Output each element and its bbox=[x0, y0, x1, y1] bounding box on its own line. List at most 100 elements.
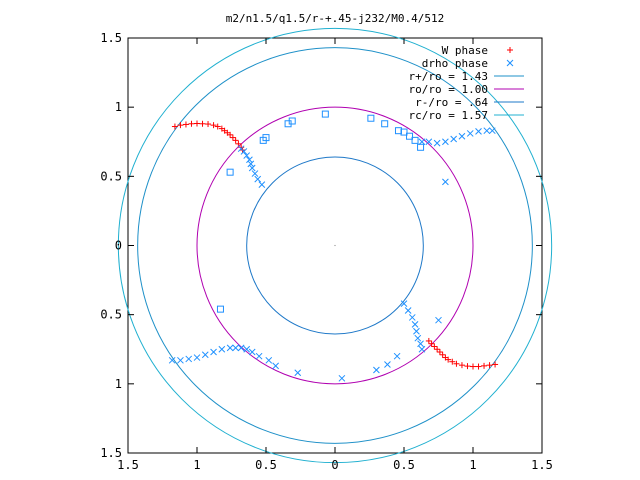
point-1-3 bbox=[246, 156, 253, 164]
point-2-0 bbox=[226, 168, 234, 176]
point-1-40 bbox=[400, 300, 408, 307]
legend-label-0: W phase bbox=[442, 44, 488, 57]
point-0-4 bbox=[194, 120, 200, 127]
legend-symbol-1 bbox=[506, 59, 514, 67]
point-1-27 bbox=[226, 344, 234, 352]
point-1-11 bbox=[433, 139, 441, 147]
point-1-8 bbox=[258, 181, 266, 188]
point-2-7 bbox=[381, 120, 389, 128]
point-0-28 bbox=[442, 354, 449, 361]
y-tick-label-5: 1 bbox=[115, 377, 122, 391]
point-0-3 bbox=[188, 120, 195, 127]
point-1-47 bbox=[418, 345, 426, 353]
chart-title: m2/n1.5/q1.5/r-+.45-j232/M0.4/512 bbox=[226, 12, 445, 25]
point-1-44 bbox=[413, 327, 420, 335]
x-tick-label-3: 0 bbox=[331, 458, 338, 472]
point-1-28 bbox=[232, 344, 239, 352]
point-1-41 bbox=[404, 307, 412, 314]
point-1-30 bbox=[243, 345, 251, 353]
point-1-33 bbox=[265, 356, 273, 364]
point-0-5 bbox=[199, 120, 206, 127]
point-2-5 bbox=[321, 110, 329, 118]
point-1-26 bbox=[218, 345, 226, 353]
point-0-1 bbox=[177, 122, 184, 129]
y-tick-label-6: 1.5 bbox=[100, 446, 122, 460]
point-1-20 bbox=[168, 356, 176, 364]
x-tick-label-6: 1.5 bbox=[531, 458, 553, 472]
data-points bbox=[168, 110, 499, 382]
x-tick-label-5: 1 bbox=[469, 458, 476, 472]
point-1-31 bbox=[248, 348, 256, 356]
point-1-38 bbox=[384, 361, 391, 368]
point-1-39 bbox=[393, 352, 401, 360]
point-0-29 bbox=[439, 351, 446, 358]
point-0-26 bbox=[449, 358, 456, 365]
point-0-31 bbox=[434, 346, 441, 353]
y-tick-label-3: 0 bbox=[115, 239, 122, 253]
legend-label-5: rc/ro = 1.57 bbox=[409, 109, 488, 122]
y-tick-label-1: 1 bbox=[115, 100, 122, 114]
point-1-43 bbox=[411, 320, 419, 328]
point-1-13 bbox=[450, 135, 458, 143]
point-0-25 bbox=[453, 360, 460, 367]
point-0-33 bbox=[428, 340, 435, 347]
point-2-10 bbox=[406, 132, 414, 140]
point-1-37 bbox=[373, 366, 380, 374]
point-1-5 bbox=[248, 164, 256, 172]
axis-ticks: 1.5 1 0.5 0 0.5 1 1.51.510.500.511.5 bbox=[100, 31, 553, 472]
point-0-24 bbox=[458, 362, 465, 369]
point-0-6 bbox=[205, 121, 212, 128]
x-tick-label-0: 1.5 bbox=[117, 458, 139, 472]
y-tick-label-0: 1.5 bbox=[100, 31, 122, 45]
point-0-21 bbox=[475, 363, 482, 370]
point-1-34 bbox=[272, 362, 280, 370]
point-1-9 bbox=[418, 138, 426, 146]
point-2-2 bbox=[262, 134, 270, 142]
reference-circles bbox=[117, 27, 553, 464]
point-0-23 bbox=[464, 363, 471, 370]
point-1-19 bbox=[442, 178, 449, 186]
point-0-32 bbox=[431, 343, 438, 350]
origin-dot bbox=[334, 244, 336, 247]
point-2-9 bbox=[400, 128, 408, 136]
point-1-45 bbox=[414, 334, 422, 342]
legend-label-1: drho phase bbox=[422, 57, 488, 70]
point-1-6 bbox=[251, 170, 259, 177]
point-0-7 bbox=[210, 122, 217, 129]
point-0-12 bbox=[227, 131, 234, 138]
point-1-25 bbox=[210, 348, 217, 356]
point-1-12 bbox=[442, 138, 449, 146]
point-2-4 bbox=[288, 117, 296, 125]
point-1-21 bbox=[177, 356, 184, 364]
legend-symbol-0 bbox=[507, 47, 513, 53]
point-1-42 bbox=[408, 314, 416, 321]
point-1-29 bbox=[237, 344, 245, 352]
reference-circle-1 bbox=[196, 106, 474, 385]
point-1-24 bbox=[201, 351, 209, 359]
point-2-11 bbox=[411, 136, 419, 144]
point-1-18 bbox=[488, 127, 496, 135]
point-1-23 bbox=[193, 354, 201, 361]
point-0-34 bbox=[425, 337, 432, 344]
legend-label-4: r-/ro = .64 bbox=[415, 96, 488, 109]
point-2-13 bbox=[216, 305, 224, 313]
point-1-10 bbox=[425, 138, 433, 146]
point-0-30 bbox=[436, 349, 443, 356]
point-0-22 bbox=[470, 363, 476, 370]
legend-label-3: ro/ro = 1.00 bbox=[409, 83, 488, 96]
point-1-16 bbox=[475, 128, 482, 135]
point-0-18 bbox=[492, 361, 499, 368]
point-0-19 bbox=[486, 362, 493, 369]
point-1-36 bbox=[338, 374, 346, 382]
x-tick-label-4: 0.5 bbox=[393, 458, 415, 472]
x-tick-label-2: 0.5 bbox=[255, 458, 277, 472]
y-tick-label-2: 0.5 bbox=[100, 169, 122, 183]
point-0-8 bbox=[214, 123, 221, 130]
point-0-0 bbox=[171, 123, 178, 130]
point-0-13 bbox=[229, 134, 236, 141]
reference-circle-2 bbox=[246, 156, 424, 335]
point-0-14 bbox=[232, 137, 239, 144]
point-1-14 bbox=[458, 132, 466, 140]
